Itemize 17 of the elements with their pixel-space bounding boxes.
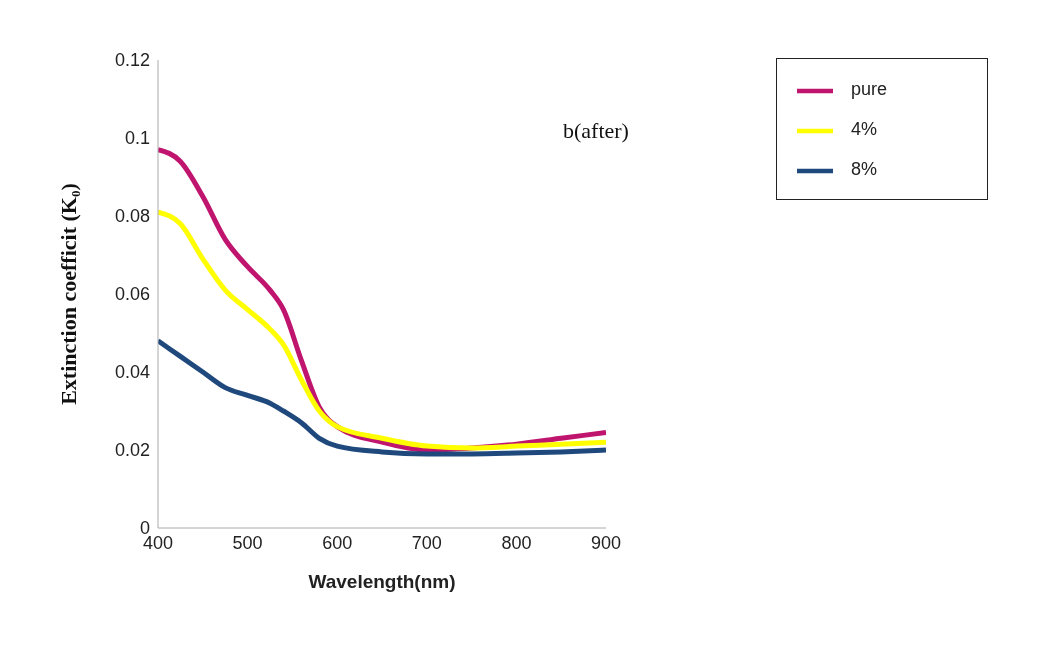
y-tick-label: 0.1 bbox=[124, 128, 150, 149]
y-tick-label: 0.06 bbox=[114, 284, 150, 305]
legend-label: 8% bbox=[851, 159, 878, 179]
x-tick-label: 600 bbox=[322, 532, 353, 553]
legend-label: 4% bbox=[851, 119, 878, 139]
x-tick-label: 700 bbox=[411, 532, 442, 553]
y-tick-label: 0.08 bbox=[114, 206, 150, 227]
x-tick-label: 800 bbox=[501, 532, 532, 553]
x-tick-label: 500 bbox=[232, 532, 263, 553]
y-axis-title: Extinction coefficit (K₀) bbox=[55, 183, 81, 405]
y-tick-label: 0.02 bbox=[114, 440, 150, 461]
x-axis-title: Wavelength(nm) bbox=[308, 571, 456, 592]
legend-label: pure bbox=[851, 79, 888, 99]
annotation: b(after) bbox=[563, 118, 629, 144]
x-tick-label: 900 bbox=[590, 532, 622, 553]
y-tick-label: 0.12 bbox=[114, 50, 150, 71]
y-tick-label: 0.04 bbox=[114, 362, 150, 383]
